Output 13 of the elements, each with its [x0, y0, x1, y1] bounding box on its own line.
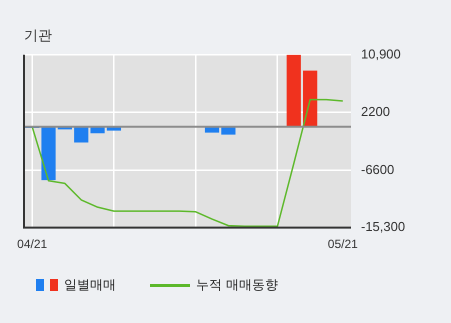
x-tick-label: 05/21	[328, 237, 358, 252]
y-tick-label: 2200	[361, 104, 390, 119]
x-tick-label: 04/21	[17, 237, 48, 252]
bar	[41, 126, 56, 180]
y-tick-label: -15,300	[361, 219, 406, 234]
legend-label: 누적 매매동향	[196, 277, 278, 294]
bar	[286, 54, 301, 127]
bar	[303, 70, 318, 127]
bar	[74, 126, 88, 143]
legend-label: 일별매매	[64, 277, 116, 294]
chart-title: 기관	[24, 28, 52, 44]
y-tick-label: -6600	[361, 162, 394, 177]
y-tick-label: 10,900	[361, 46, 401, 62]
